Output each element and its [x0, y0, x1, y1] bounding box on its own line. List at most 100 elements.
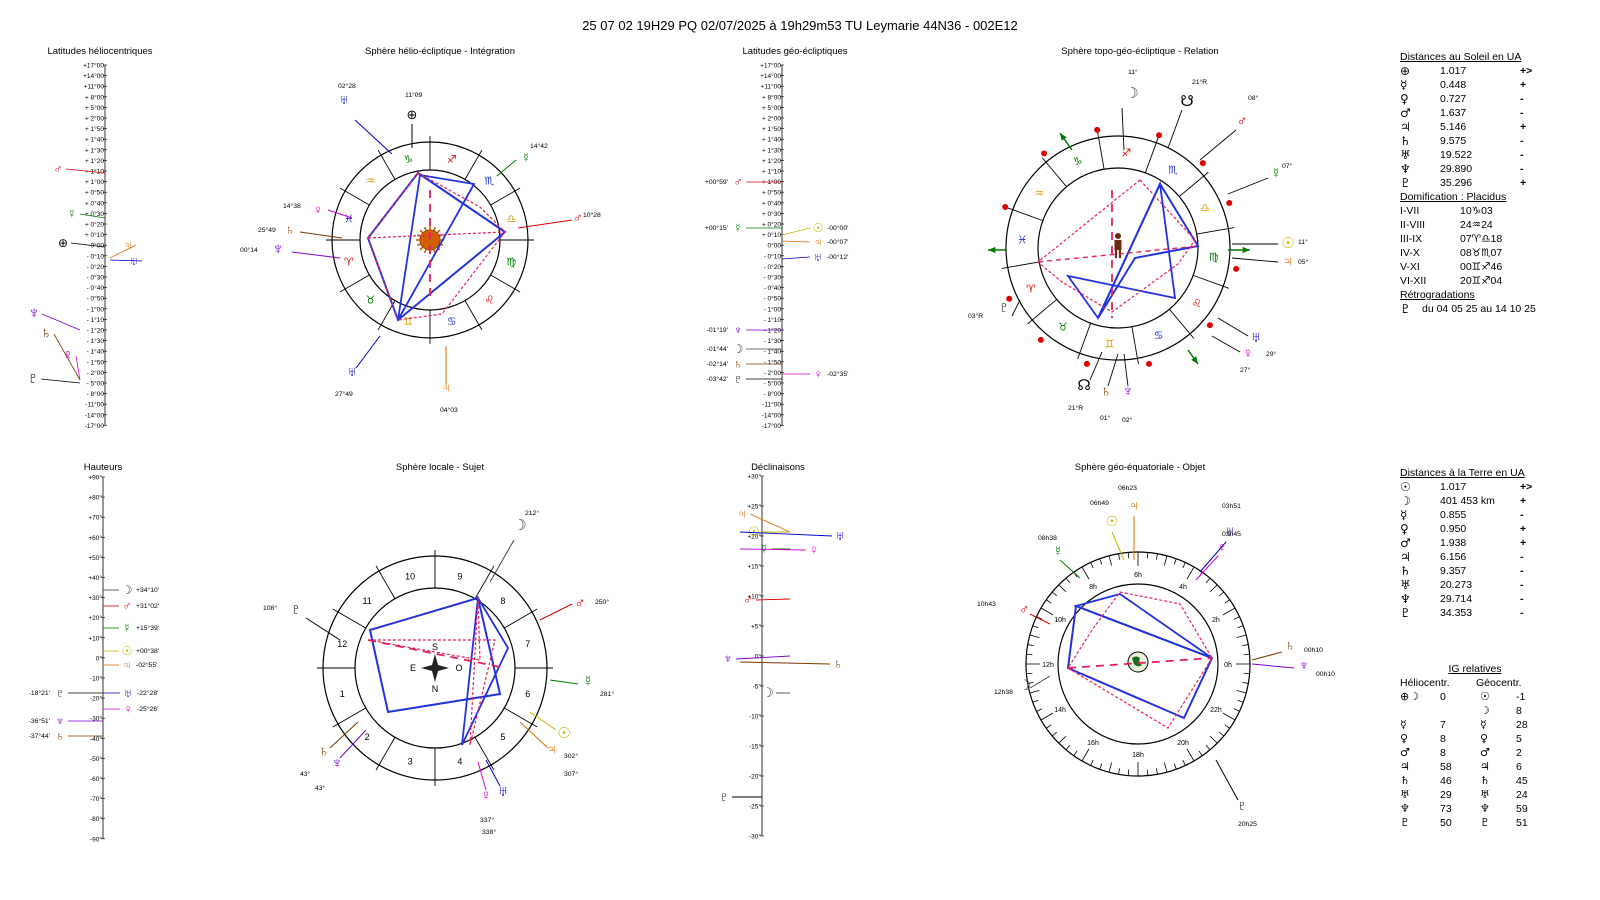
leader-line	[735, 655, 791, 660]
tick-label: + 1°10	[85, 168, 104, 176]
planet-icon: ♆	[1400, 802, 1410, 815]
tick-label: - 1°20	[764, 327, 782, 335]
hour-tick	[1040, 712, 1054, 721]
sun-ray	[419, 229, 424, 234]
tick-label: - 1°00	[87, 305, 105, 313]
hour-tick	[1108, 762, 1112, 773]
leader-line	[291, 251, 341, 259]
tick-label: -11°00	[85, 401, 104, 409]
moon-icon: ☽	[122, 583, 133, 597]
topo-ring-outer	[1005, 135, 1231, 361]
sector-divider	[464, 149, 483, 180]
leader-line	[75, 355, 81, 381]
moon-icon: ☽	[1019, 677, 1032, 693]
uranus-icon: ♅	[130, 254, 139, 268]
position-label: 10°28	[583, 211, 601, 219]
domification-title: Domification : Placidus	[1400, 191, 1507, 203]
leader-line	[739, 661, 831, 665]
house-cusp-dot	[1083, 360, 1090, 367]
leader-line	[1029, 613, 1051, 625]
leader-line	[1199, 541, 1227, 573]
house-cusp-dot	[1002, 203, 1009, 210]
tick-label: +70°	[88, 514, 102, 522]
tick-label: -14°00	[762, 411, 782, 419]
hour-tick	[1090, 759, 1094, 766]
hour-tick	[1236, 690, 1247, 694]
pluto-icon: ♇	[1237, 797, 1248, 813]
latitude-label: -02°35'	[827, 370, 848, 378]
distance-value: 0.855	[1440, 509, 1467, 521]
leader-line	[1215, 759, 1239, 801]
hour-label: 4h	[1179, 584, 1187, 591]
tick-label: + 0°30	[762, 210, 781, 218]
tick-label: + 1°50	[762, 125, 781, 133]
tick-label: +10°	[747, 593, 761, 601]
leader-line	[53, 333, 81, 381]
distance-row: ♆ 29.890 -	[1400, 162, 1590, 176]
moon-icon: ☽	[733, 342, 744, 356]
domification-row: VI-XII 20♊♐04	[1400, 274, 1590, 288]
mars-icon: ♂	[743, 592, 753, 607]
sun-ray	[433, 226, 437, 232]
sector-divider	[375, 565, 396, 599]
zodiac-sign-icon: ♎	[506, 213, 516, 225]
hour-tick	[1036, 616, 1043, 620]
position-label: 03h51	[1222, 503, 1241, 510]
sector-divider	[1144, 136, 1159, 173]
tick-label: -10°	[749, 713, 761, 721]
zodiac-sign-icon: ♏	[484, 176, 494, 188]
position-label: 43°	[315, 784, 326, 792]
house-cusp: 20♊♐04	[1460, 275, 1503, 287]
hour-tick	[1242, 682, 1249, 684]
house-cusp-dot	[1156, 132, 1163, 139]
distance-value: 401 453 km	[1440, 495, 1495, 507]
planet-icon: ♄	[1400, 774, 1410, 787]
leader-line	[1059, 559, 1081, 579]
chart-drawings: +17°00 +14°00 +11°00 + 8°00 + 5°00 + 2°00 + 1°…	[27, 62, 1335, 844]
sector-divider	[1131, 326, 1139, 365]
trend-sign: -	[1520, 579, 1524, 591]
leader-line	[781, 240, 811, 243]
trend-sign: -	[1520, 593, 1524, 605]
leader-line	[529, 711, 557, 731]
hour-label: 14h	[1054, 707, 1066, 714]
zodiac-sign-icon: ♍	[506, 257, 516, 269]
tick-label: +30°	[88, 594, 102, 602]
planet-icon: ♅	[1480, 788, 1490, 801]
distance-value: 35.296	[1440, 177, 1473, 189]
hour-tick	[1065, 744, 1071, 751]
zodiac-sign-icon: ♐	[447, 154, 457, 166]
tick-label: - 1°30	[87, 337, 105, 345]
planet-icon: ♃	[1400, 760, 1410, 773]
compass-north: N	[432, 684, 439, 694]
mercury-icon: ☿	[759, 541, 769, 556]
tick-label: 0°	[96, 654, 103, 662]
position-label: 02°	[1122, 416, 1133, 424]
leader-line	[1211, 335, 1241, 353]
distance-row: ♇ 35.296 +	[1400, 176, 1590, 190]
tick-label: - 2°00	[764, 369, 782, 377]
moon-icon: ☽	[1125, 85, 1138, 102]
hour-tick	[1182, 759, 1186, 766]
tick-label: - 0°40	[87, 284, 105, 292]
leader-line	[539, 603, 573, 621]
distance-row: ♅ 19.522 -	[1400, 148, 1590, 162]
tick-label: - 0°20	[87, 263, 105, 271]
leader-line	[549, 679, 579, 685]
pluto-icon: ♇	[1400, 302, 1411, 316]
hour-tick	[1065, 577, 1071, 584]
hour-tick	[1081, 566, 1090, 580]
position-label: 43°	[300, 770, 311, 778]
south-arrow-head	[1191, 356, 1198, 364]
neptune-icon: ♆	[331, 755, 342, 772]
position-label: 302°	[564, 752, 578, 760]
tick-label: + 0°20	[85, 221, 104, 229]
leader-line	[355, 335, 381, 369]
zodiac-sign-icon: ♓	[1017, 235, 1027, 247]
tick-label: - 1°10	[764, 316, 782, 324]
hour-tick	[1099, 763, 1103, 770]
house-cusp-dot	[1206, 322, 1213, 329]
tick-label: +20°	[88, 614, 102, 622]
hour-label: 8h	[1089, 584, 1097, 591]
hour-label: 0h	[1224, 662, 1232, 669]
